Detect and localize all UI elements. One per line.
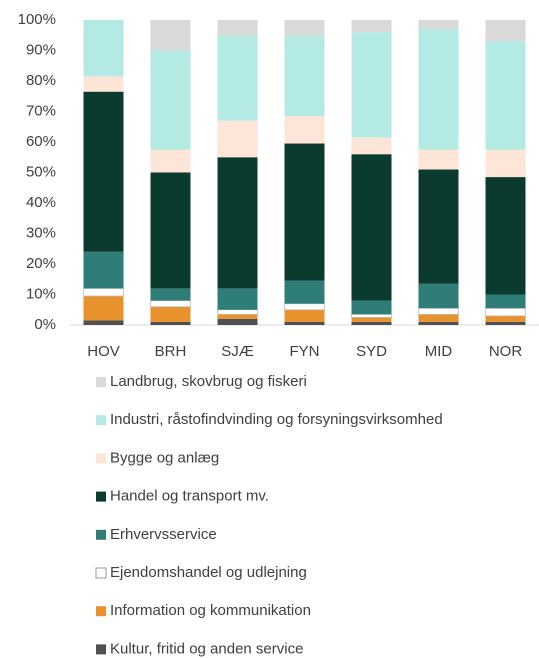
legend-label: Kultur, fritid og anden service xyxy=(110,640,303,657)
legend-label: Erhvervsservice xyxy=(110,526,217,543)
y-tick-label: 80% xyxy=(26,72,56,89)
legend-label: Handel og transport mv. xyxy=(110,488,269,505)
bar-segment xyxy=(485,294,526,309)
bar-segment xyxy=(83,76,124,92)
bar-segment xyxy=(485,20,526,42)
x-tick-label: BRH xyxy=(155,343,187,360)
bar-segment xyxy=(485,315,526,322)
bar-segment xyxy=(83,296,124,321)
bar-segment xyxy=(284,116,325,144)
bar-segment xyxy=(418,283,459,309)
y-tick-label: 40% xyxy=(26,194,56,211)
legend-swatch xyxy=(96,491,106,502)
x-tick-label: SJÆ xyxy=(221,343,254,360)
legend-swatch xyxy=(96,453,106,464)
bar-segment xyxy=(351,321,392,325)
bar-segment xyxy=(284,309,325,322)
bar-segment xyxy=(485,41,526,150)
bar-segment xyxy=(217,120,258,158)
legend-label: Ejendomshandel og udlejning xyxy=(110,564,307,581)
bar-segment xyxy=(418,314,459,322)
bar-segment xyxy=(351,137,392,155)
bar-segment xyxy=(284,35,325,117)
y-tick-label: 30% xyxy=(26,224,56,241)
bar-segment xyxy=(284,321,325,325)
bar-segment xyxy=(83,20,124,77)
y-tick-label: 10% xyxy=(26,285,56,302)
bar-segment xyxy=(150,288,191,301)
bar-segment xyxy=(418,20,459,30)
legend-swatch xyxy=(95,567,107,579)
bar-segment xyxy=(150,149,191,173)
bar-segment xyxy=(485,177,526,295)
bar-segment xyxy=(485,149,526,178)
bar-segment xyxy=(217,309,258,315)
legend-swatch xyxy=(96,606,106,617)
legend-label: Information og kommunikation xyxy=(110,602,311,619)
bar-segment xyxy=(485,307,526,317)
bar-segment xyxy=(351,300,392,315)
bar-segment xyxy=(351,313,392,318)
bar-segment xyxy=(217,318,258,325)
y-tick-label: 20% xyxy=(26,255,56,272)
x-tick-label: SYD xyxy=(356,343,387,360)
bar-segment xyxy=(83,251,124,289)
y-tick-label: 60% xyxy=(26,133,56,150)
bar-segment xyxy=(284,20,325,36)
bar-segment xyxy=(217,157,258,289)
bar-segment xyxy=(418,169,459,284)
legend-label: Industri, råstofindvinding og forsynings… xyxy=(110,411,443,428)
bar-segment xyxy=(418,29,459,150)
legend-swatch xyxy=(96,644,106,655)
bar-segment xyxy=(150,50,191,150)
bar-segment xyxy=(284,143,325,281)
bar-segment xyxy=(351,154,392,301)
bar-segment xyxy=(150,20,191,51)
bar-segment xyxy=(351,317,392,322)
y-tick-label: 70% xyxy=(26,102,56,119)
bar-segment xyxy=(485,321,526,325)
bar-segment xyxy=(150,306,191,322)
bar-segment xyxy=(83,91,124,252)
y-tick-label: 90% xyxy=(26,41,56,58)
bar-segment xyxy=(418,321,459,325)
bar-segment xyxy=(284,303,325,311)
y-tick-label: 100% xyxy=(18,11,56,28)
bar-segment xyxy=(83,287,124,297)
x-tick-label: FYN xyxy=(290,343,320,360)
x-tick-label: HOV xyxy=(87,343,120,360)
legend-label: Landbrug, skovbrug og fiskeri xyxy=(110,373,307,390)
legend-swatch xyxy=(96,415,106,426)
bar-segment xyxy=(418,307,459,315)
bar-segment xyxy=(418,149,459,170)
bar-segment xyxy=(217,314,258,319)
bar-segment xyxy=(217,35,258,121)
bar-segment xyxy=(217,288,258,310)
x-tick-label: NOR xyxy=(489,343,523,360)
y-tick-label: 50% xyxy=(26,163,56,180)
bar-segment xyxy=(351,32,392,138)
bar-segment xyxy=(217,20,258,36)
legend-label: Bygge og anlæg xyxy=(110,449,219,466)
bar-segment xyxy=(351,20,392,33)
bar-segment xyxy=(284,280,325,304)
x-tick-label: MID xyxy=(425,343,453,360)
bar-segment xyxy=(83,320,124,325)
bar-segment xyxy=(150,321,191,325)
legend-swatch xyxy=(96,529,106,540)
bar-segment xyxy=(150,300,191,308)
bar-segment xyxy=(150,172,191,289)
y-tick-label: 0% xyxy=(34,316,56,333)
legend-swatch xyxy=(96,377,106,387)
